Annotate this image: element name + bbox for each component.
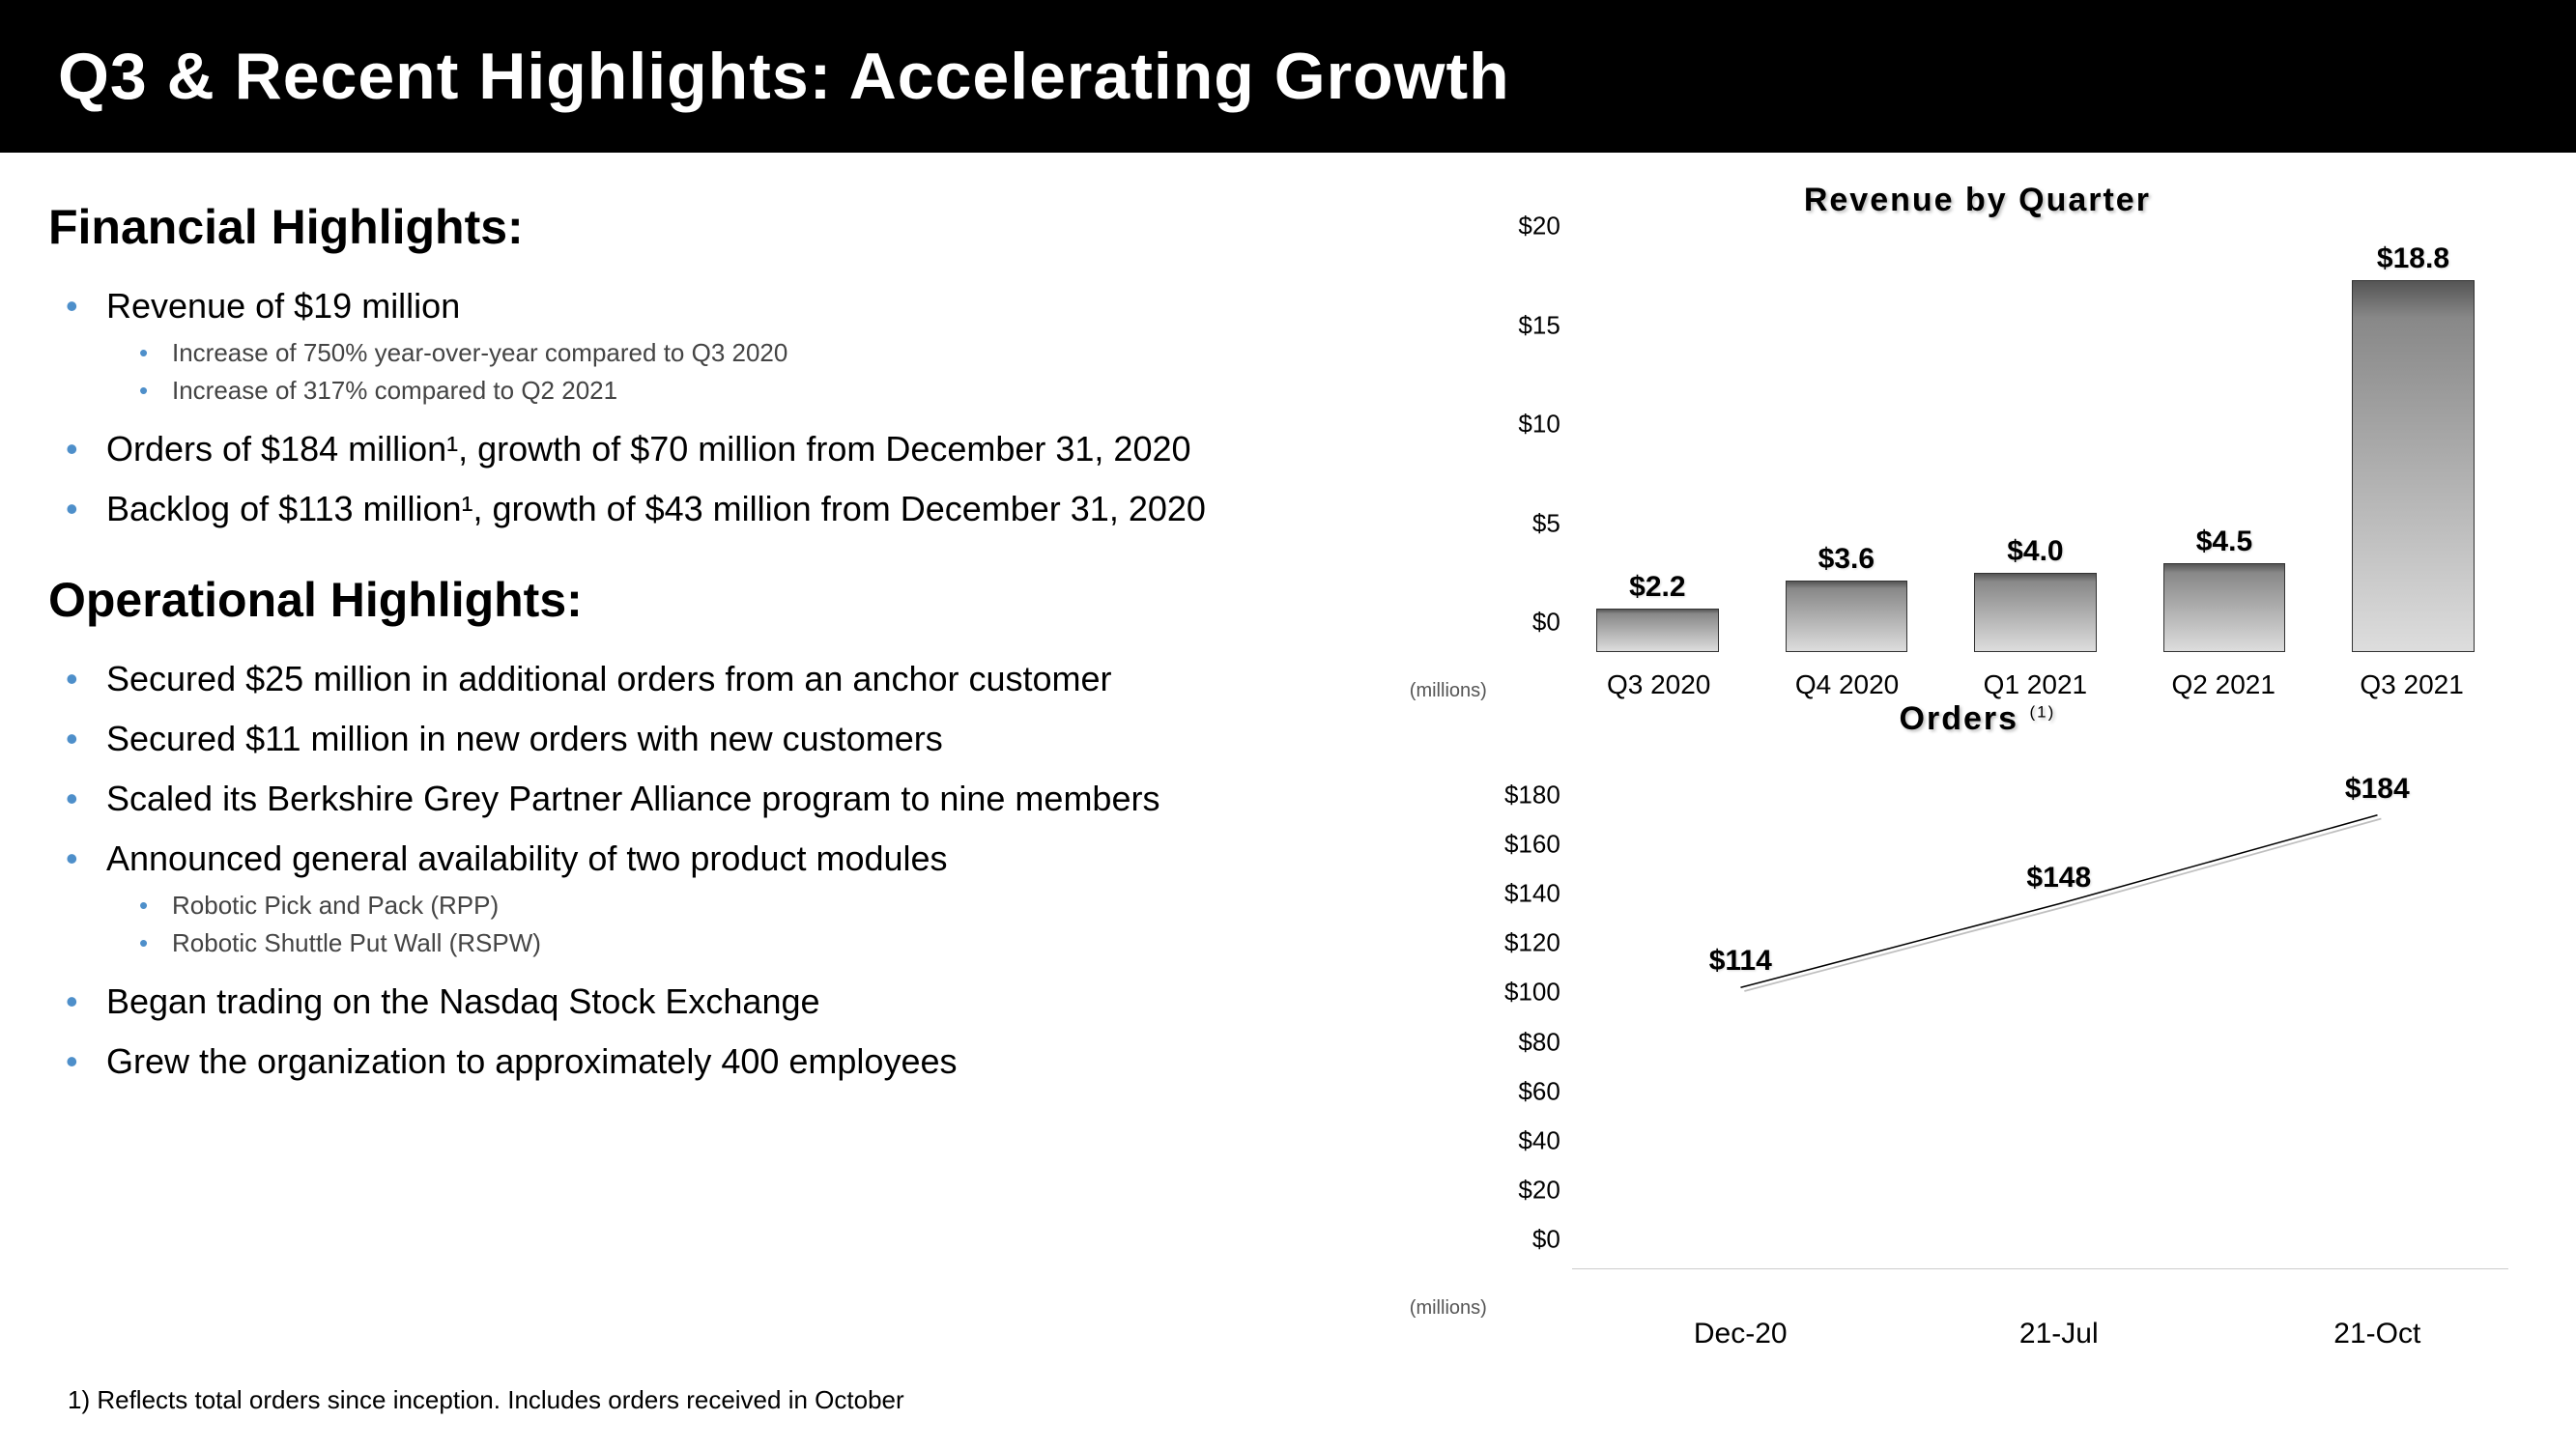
orders-chart: Orders (1) $0 $20 $40 $60 $80 $100 $120 $140 $16…	[1417, 700, 2537, 1318]
bar-column: $3.6	[1770, 256, 1923, 652]
list-item: Secured $11 million in new orders with n…	[48, 709, 1398, 769]
bar: $4.5	[2163, 563, 2285, 652]
page-title: Q3 & Recent Highlights: Accelerating Gro…	[58, 39, 2518, 114]
bar: $3.6	[1786, 581, 1907, 652]
revenue-chart: Revenue by Quarter $0 $5 $10 $15 $20 $2.2 $3.…	[1417, 182, 2537, 700]
y-tick: $15	[1518, 310, 1560, 340]
bar-xlabel: Q3 2020	[1583, 669, 1734, 700]
line-xlabel: 21-Jul	[2019, 1318, 2099, 1350]
orders-title-text: Orders	[1900, 700, 2019, 737]
bar-chart-area: $0$5$10$15$20 $2.2$3.6$4.0$4.5$18.8 Q3 2…	[1514, 227, 2537, 700]
orders-line	[1740, 815, 2377, 988]
y-tick: $100	[1504, 978, 1560, 1008]
bar: $18.8	[2352, 280, 2474, 652]
line-value-label: $184	[2345, 773, 2410, 806]
bar-column: $18.8	[2337, 256, 2490, 652]
bar-column: $2.2	[1581, 256, 1733, 652]
content-area: Financial Highlights: Revenue of $19 mil…	[0, 153, 2576, 1318]
y-tick: $40	[1518, 1125, 1560, 1155]
bar-column: $4.5	[2148, 256, 2301, 652]
sub-list: Robotic Pick and Pack (RPP)Robotic Shutt…	[106, 887, 1398, 962]
line-value-label: $148	[2026, 862, 2091, 895]
revenue-chart-title: Revenue by Quarter	[1417, 182, 2537, 219]
y-tick: $10	[1518, 410, 1560, 440]
sub-list-item: Increase of 317% compared to Q2 2021	[106, 372, 1398, 410]
bar-value-label: $4.0	[2007, 535, 2063, 568]
y-tick: $180	[1504, 781, 1560, 810]
bar: $4.0	[1974, 573, 2096, 652]
bar-xlabel: Q4 2020	[1771, 669, 1923, 700]
bar-xlabel: Q1 2021	[1960, 669, 2111, 700]
line-y-axis: $0$20$40$60$80$100$120$140$160$180	[1514, 825, 1560, 1269]
y-tick: $120	[1504, 928, 1560, 958]
orders-chart-title: Orders (1)	[1417, 700, 2537, 738]
bar-xlabels: Q3 2020 Q4 2020 Q1 2021 Q2 2021 Q3 2021	[1562, 669, 2508, 700]
list-item-text: Orders of $184 million¹, growth of $70 m…	[106, 429, 1191, 469]
right-column: Revenue by Quarter $0 $5 $10 $15 $20 $2.2 $3.…	[1417, 182, 2537, 1318]
line-value-label: $114	[1709, 945, 1772, 978]
header-bar: Q3 & Recent Highlights: Accelerating Gro…	[0, 0, 2576, 153]
bar-value-label: $18.8	[2377, 242, 2449, 275]
list-item: Began trading on the Nasdaq Stock Exchan…	[48, 972, 1398, 1032]
operational-title: Operational Highlights:	[48, 572, 1398, 628]
y-tick: $20	[1518, 212, 1560, 242]
bar-value-label: $3.6	[1818, 543, 1875, 576]
bar-value-label: $4.5	[2196, 526, 2252, 558]
left-column: Financial Highlights: Revenue of $19 mil…	[48, 182, 1417, 1318]
bar-column: $4.0	[1959, 256, 2111, 652]
y-tick: $140	[1504, 879, 1560, 909]
bar: $2.2	[1596, 609, 1718, 652]
list-item-text: Secured $11 million in new orders with n…	[106, 719, 943, 758]
line-chart-area: $0$20$40$60$80$100$120$140$160$180 $114$…	[1514, 777, 2537, 1318]
list-item: Scaled its Berkshire Grey Partner Allian…	[48, 769, 1398, 829]
y-tick: $0	[1532, 1225, 1560, 1255]
y-tick: $20	[1518, 1175, 1560, 1205]
orders-title-sup: (1)	[2029, 703, 2055, 722]
y-tick: $160	[1504, 830, 1560, 860]
financial-list: Revenue of $19 million Increase of 750% y…	[48, 276, 1398, 539]
sub-list: Increase of 750% year-over-year compared…	[106, 334, 1398, 410]
sub-list-item: Robotic Pick and Pack (RPP)	[106, 887, 1398, 924]
bar-value-label: $2.2	[1629, 571, 1685, 604]
bar-y-axis: $0$5$10$15$20	[1514, 256, 1560, 652]
bar-plot: $2.2 $3.6 $4.0 $4.5 $18.8	[1562, 256, 2508, 652]
bars-container: $2.2 $3.6 $4.0 $4.5 $18.8	[1562, 256, 2508, 652]
list-item-text: Secured $25 million in additional orders…	[106, 659, 1112, 698]
bar-axis-unit: (millions)	[1410, 680, 1487, 702]
y-tick: $5	[1532, 508, 1560, 538]
list-item-text: Scaled its Berkshire Grey Partner Allian…	[106, 779, 1159, 818]
sub-list-item: Increase of 750% year-over-year compared…	[106, 334, 1398, 372]
bar-xlabel: Q2 2021	[2148, 669, 2300, 700]
footnote: 1) Reflects total orders since inception…	[68, 1385, 904, 1415]
list-item-text: Grew the organization to approximately 4…	[106, 1041, 958, 1081]
operational-list: Secured $25 million in additional orders…	[48, 649, 1398, 1092]
line-xlabel: 21-Oct	[2333, 1318, 2420, 1350]
y-tick: $80	[1518, 1027, 1560, 1057]
list-item: Announced general availability of two pr…	[48, 829, 1398, 972]
financial-title: Financial Highlights:	[48, 199, 1398, 255]
line-xlabel: Dec-20	[1694, 1318, 1788, 1350]
list-item-text: Revenue of $19 million	[106, 286, 460, 326]
list-item: Revenue of $19 million Increase of 750% y…	[48, 276, 1398, 419]
bar-xlabel: Q3 2021	[2335, 669, 2487, 700]
list-item: Secured $25 million in additional orders…	[48, 649, 1398, 709]
line-plot: $114$148$184	[1572, 825, 2508, 1269]
line-axis-unit: (millions)	[1410, 1297, 1487, 1320]
list-item: Grew the organization to approximately 4…	[48, 1032, 1398, 1092]
list-item-text: Announced general availability of two pr…	[106, 838, 948, 878]
sub-list-item: Robotic Shuttle Put Wall (RSPW)	[106, 924, 1398, 962]
list-item: Backlog of $113 million¹, growth of $43 …	[48, 479, 1398, 539]
list-item: Orders of $184 million¹, growth of $70 m…	[48, 419, 1398, 479]
list-item-text: Backlog of $113 million¹, growth of $43 …	[106, 489, 1206, 528]
y-tick: $60	[1518, 1076, 1560, 1106]
y-tick: $0	[1532, 608, 1560, 638]
list-item-text: Began trading on the Nasdaq Stock Exchan…	[106, 981, 820, 1021]
